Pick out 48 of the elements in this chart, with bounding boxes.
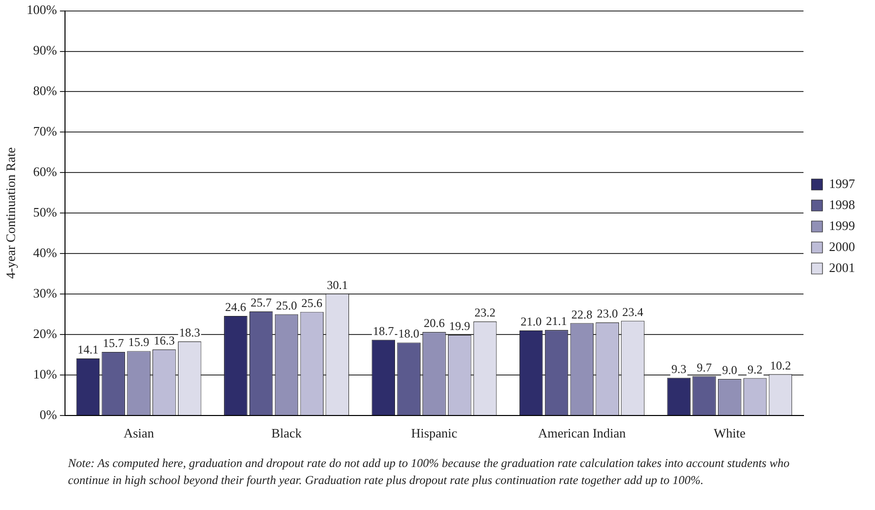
data-label: 25.0 (276, 298, 297, 312)
data-label: 18.7 (372, 324, 394, 338)
data-label: 18.3 (179, 326, 200, 340)
y-tick-label: 40% (33, 244, 58, 260)
x-tick-label: American Indian (538, 426, 626, 441)
y-tick-label: 80% (33, 83, 58, 98)
data-label: 21.0 (520, 314, 542, 329)
data-label: 21.1 (546, 314, 568, 328)
y-tick-label: 20% (33, 326, 58, 341)
data-label: 10.2 (770, 358, 791, 372)
y-tick-label: 50% (33, 204, 58, 220)
x-tick-label: White (714, 426, 746, 441)
data-label: 19.9 (449, 319, 470, 334)
data-label: 23.4 (622, 304, 644, 319)
data-label: 20.6 (424, 316, 445, 330)
legend-label: 1998 (829, 196, 855, 212)
data-label: 30.1 (326, 278, 348, 292)
data-label: 15.9 (128, 335, 150, 350)
data-label: 9.0 (722, 363, 738, 378)
data-label: 18.0 (398, 326, 420, 341)
x-tick-label: Hispanic (411, 426, 458, 441)
legend-label: 2001 (829, 260, 855, 275)
y-tick-label: 60% (33, 164, 58, 180)
y-tick-label: 0% (40, 406, 58, 422)
legend-label: 2000 (829, 238, 855, 254)
data-label: 23.0 (596, 306, 618, 320)
y-tick-label: 90% (33, 42, 58, 58)
data-label: 22.8 (571, 307, 592, 322)
data-label: 25.7 (250, 296, 272, 310)
legend-label: 1999 (829, 218, 855, 233)
data-label: 9.3 (671, 362, 686, 376)
y-tick-label: 10% (33, 366, 58, 382)
x-tick-label: Asian (124, 426, 154, 441)
legend-label: 1997 (829, 176, 856, 191)
data-label: 16.3 (154, 334, 175, 348)
x-tick-label: Black (271, 426, 302, 441)
data-label: 24.6 (225, 300, 246, 314)
data-label: 9.7 (696, 360, 712, 374)
text: Note: As computed here, graduation and dropout rate do not add up to 100% because the graduation rate calculation takes into account students who continue in high school beyond their fourth year. Graduation rate plus dropout rate plus continuation rate together add up to 100%. (68, 455, 790, 489)
data-label: 14.1 (77, 342, 98, 357)
data-label: 23.2 (474, 306, 496, 320)
y-tick-label: 30% (33, 285, 58, 300)
data-label: 9.2 (748, 362, 763, 376)
data-label: 25.6 (301, 296, 322, 310)
y-tick-label: 100% (26, 2, 58, 18)
data-label: 15.7 (102, 336, 124, 350)
y-axis-title: 4-year Continuation Rate (3, 147, 18, 279)
y-tick-label: 70% (33, 124, 58, 139)
